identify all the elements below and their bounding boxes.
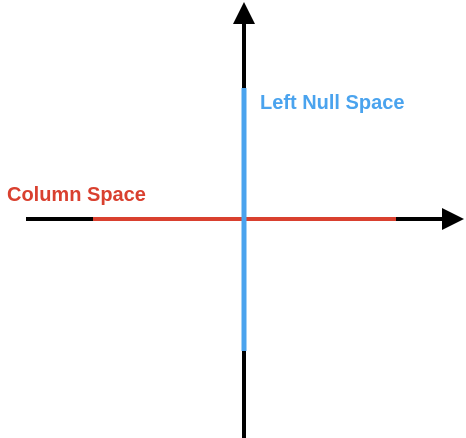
column-space-label: Column Space	[7, 184, 146, 206]
left-null-space-label: Left Null Space	[260, 92, 405, 114]
vertical-axis-arrowhead	[233, 2, 255, 24]
horizontal-axis-arrowhead	[442, 208, 464, 230]
